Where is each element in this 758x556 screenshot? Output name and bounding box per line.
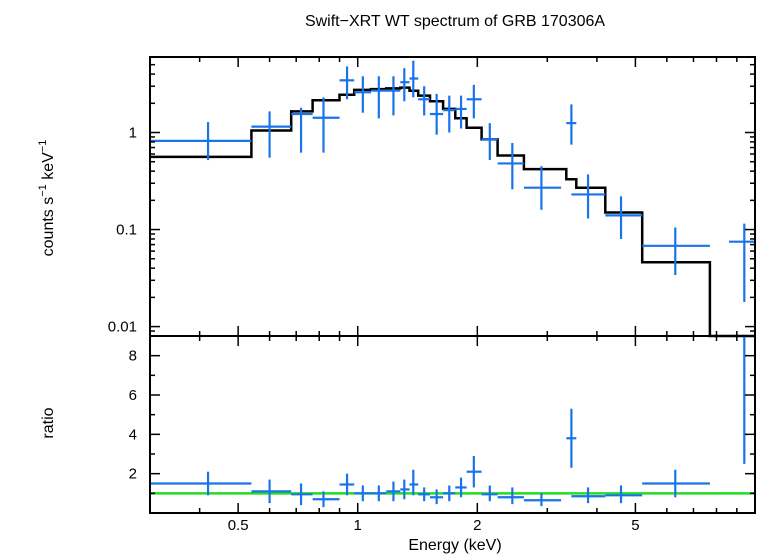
chart-title: Swift−XRT WT spectrum of GRB 170306A xyxy=(305,13,605,30)
ratio-data-point xyxy=(443,485,456,502)
ratio-data-point xyxy=(150,471,252,496)
spectrum-data-point xyxy=(443,95,456,133)
y-tick-label-spectrum: 1 xyxy=(129,125,137,142)
y-label-exp2: −1 xyxy=(37,140,49,153)
ratio-data-point xyxy=(497,487,524,505)
x-tick-label: 2 xyxy=(473,517,481,534)
ratio-data-point xyxy=(642,469,710,498)
spectrum-data-point xyxy=(429,93,444,135)
ratio-data-point xyxy=(400,479,410,500)
ratio-data-point xyxy=(291,483,313,506)
ratio-data-point xyxy=(429,489,444,505)
spectrum-data-point xyxy=(251,111,292,158)
x-tick-label: 0.5 xyxy=(228,517,249,534)
spectrum-data-point xyxy=(150,122,252,161)
ratio-data-point xyxy=(386,481,401,502)
spectrum-data-point xyxy=(605,196,643,239)
y-axis-label-spectrum: counts s−1 keV−1 xyxy=(37,140,57,257)
ratio-data-point xyxy=(481,485,498,502)
ratio-panel xyxy=(150,334,755,508)
spectrum-data-point xyxy=(312,97,340,153)
spectrum-data-point xyxy=(354,76,372,113)
spectrum-data-point xyxy=(339,66,355,100)
x-tick-label: 1 xyxy=(354,517,362,534)
ratio-data-point xyxy=(466,455,482,488)
spectrum-data-point xyxy=(400,68,410,102)
ratio-data-point xyxy=(409,469,419,496)
spectrum-data-point xyxy=(409,60,419,98)
spectrum-panel-frame xyxy=(149,56,756,337)
ratio-data-point xyxy=(312,491,340,508)
spectrum-data-point xyxy=(466,84,482,119)
ratio-data-point xyxy=(339,473,355,496)
y-tick-label-ratio: 4 xyxy=(129,426,137,443)
y-label-exp1: −1 xyxy=(37,184,49,197)
spectrum-data-point xyxy=(571,174,606,219)
spectrum-data-point xyxy=(728,223,755,302)
model-curve xyxy=(150,86,755,338)
y-axis-label-ratio: ratio xyxy=(40,407,57,438)
spectrum-data-point xyxy=(418,86,430,116)
y-tick-label-spectrum: 0.1 xyxy=(116,222,137,239)
ratio-data-point xyxy=(371,485,387,502)
ratio-panel-frame xyxy=(149,335,756,514)
ratio-data-point xyxy=(523,493,562,507)
spectrum-data-point xyxy=(481,123,498,161)
spectrum-data-point xyxy=(371,76,387,119)
spectrum-data-point xyxy=(642,227,710,276)
y-label-counts: counts s xyxy=(40,197,57,257)
spectrum-data-point xyxy=(497,142,524,190)
ratio-data-point xyxy=(354,485,372,502)
ratio-data-point xyxy=(605,485,643,504)
x-tick-label: 5 xyxy=(631,517,639,534)
y-tick-label-ratio: 6 xyxy=(129,387,137,404)
spectrum-data-point xyxy=(386,76,401,116)
spectrum-panel xyxy=(150,60,755,338)
x-axis-label: Energy (keV) xyxy=(408,537,501,554)
ratio-data-point xyxy=(418,487,430,502)
y-tick-label-ratio: 2 xyxy=(129,466,137,483)
ratio-data-point xyxy=(455,477,467,498)
axis-ticks xyxy=(149,56,756,513)
ratio-data-point xyxy=(571,487,606,504)
spectrum-data-point xyxy=(566,104,577,145)
spectrum-data-point xyxy=(523,166,562,210)
y-tick-label-spectrum: 0.01 xyxy=(108,319,137,336)
y-tick-label-ratio: 8 xyxy=(129,348,137,365)
spectrum-data-point xyxy=(455,95,467,129)
y-label-kev: keV xyxy=(40,152,57,184)
spectrum-data-point xyxy=(291,107,313,153)
ratio-data-point xyxy=(251,479,292,504)
ratio-data-point xyxy=(566,408,577,468)
